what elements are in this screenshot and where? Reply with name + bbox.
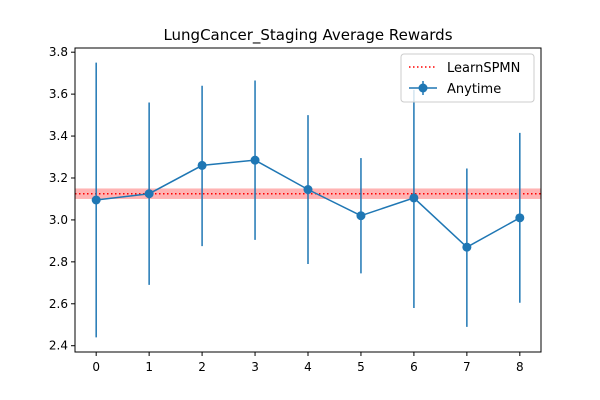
- x-tick-label: 0: [92, 360, 100, 374]
- x-tick-label: 5: [357, 360, 365, 374]
- data-point: [144, 189, 154, 199]
- y-tick-label: 2.4: [49, 339, 68, 353]
- legend: LearnSPMN Anytime: [400, 53, 535, 103]
- data-point: [303, 185, 313, 195]
- y-axis: 2.4 2.6 2.8 3.0 3.2 3.4 3.6 3.8: [49, 45, 75, 353]
- data-point: [250, 155, 260, 165]
- x-tick-label: 3: [251, 360, 259, 374]
- legend-anytime-label: Anytime: [447, 82, 501, 97]
- data-point: [197, 160, 207, 170]
- legend-anytime-marker: [418, 83, 428, 93]
- x-tick-label: 6: [410, 360, 418, 374]
- data-point: [356, 211, 366, 221]
- data-point: [515, 213, 525, 223]
- data-point: [462, 242, 472, 252]
- y-tick-label: 3.0: [49, 213, 68, 227]
- y-tick-label: 2.8: [49, 255, 68, 269]
- y-tick-label: 3.2: [49, 171, 68, 185]
- y-tick-label: 3.8: [49, 45, 68, 59]
- y-tick-label: 2.6: [49, 297, 68, 311]
- x-tick-label: 8: [516, 360, 524, 374]
- y-tick-label: 3.4: [49, 129, 68, 143]
- x-tick-label: 7: [463, 360, 471, 374]
- data-point: [409, 193, 419, 203]
- y-tick-label: 3.6: [49, 87, 68, 101]
- x-axis: 0 1 2 3 4 5 6 7 8: [92, 352, 524, 374]
- chart-title: LungCancer_Staging Average Rewards: [163, 26, 452, 45]
- data-point: [91, 195, 101, 205]
- x-tick-label: 2: [198, 360, 206, 374]
- x-tick-label: 1: [145, 360, 153, 374]
- x-tick-label: 4: [304, 360, 312, 374]
- legend-learnspmn-label: LearnSPMN: [447, 61, 520, 76]
- plot-area: [75, 62, 541, 338]
- legend-box: [400, 53, 535, 103]
